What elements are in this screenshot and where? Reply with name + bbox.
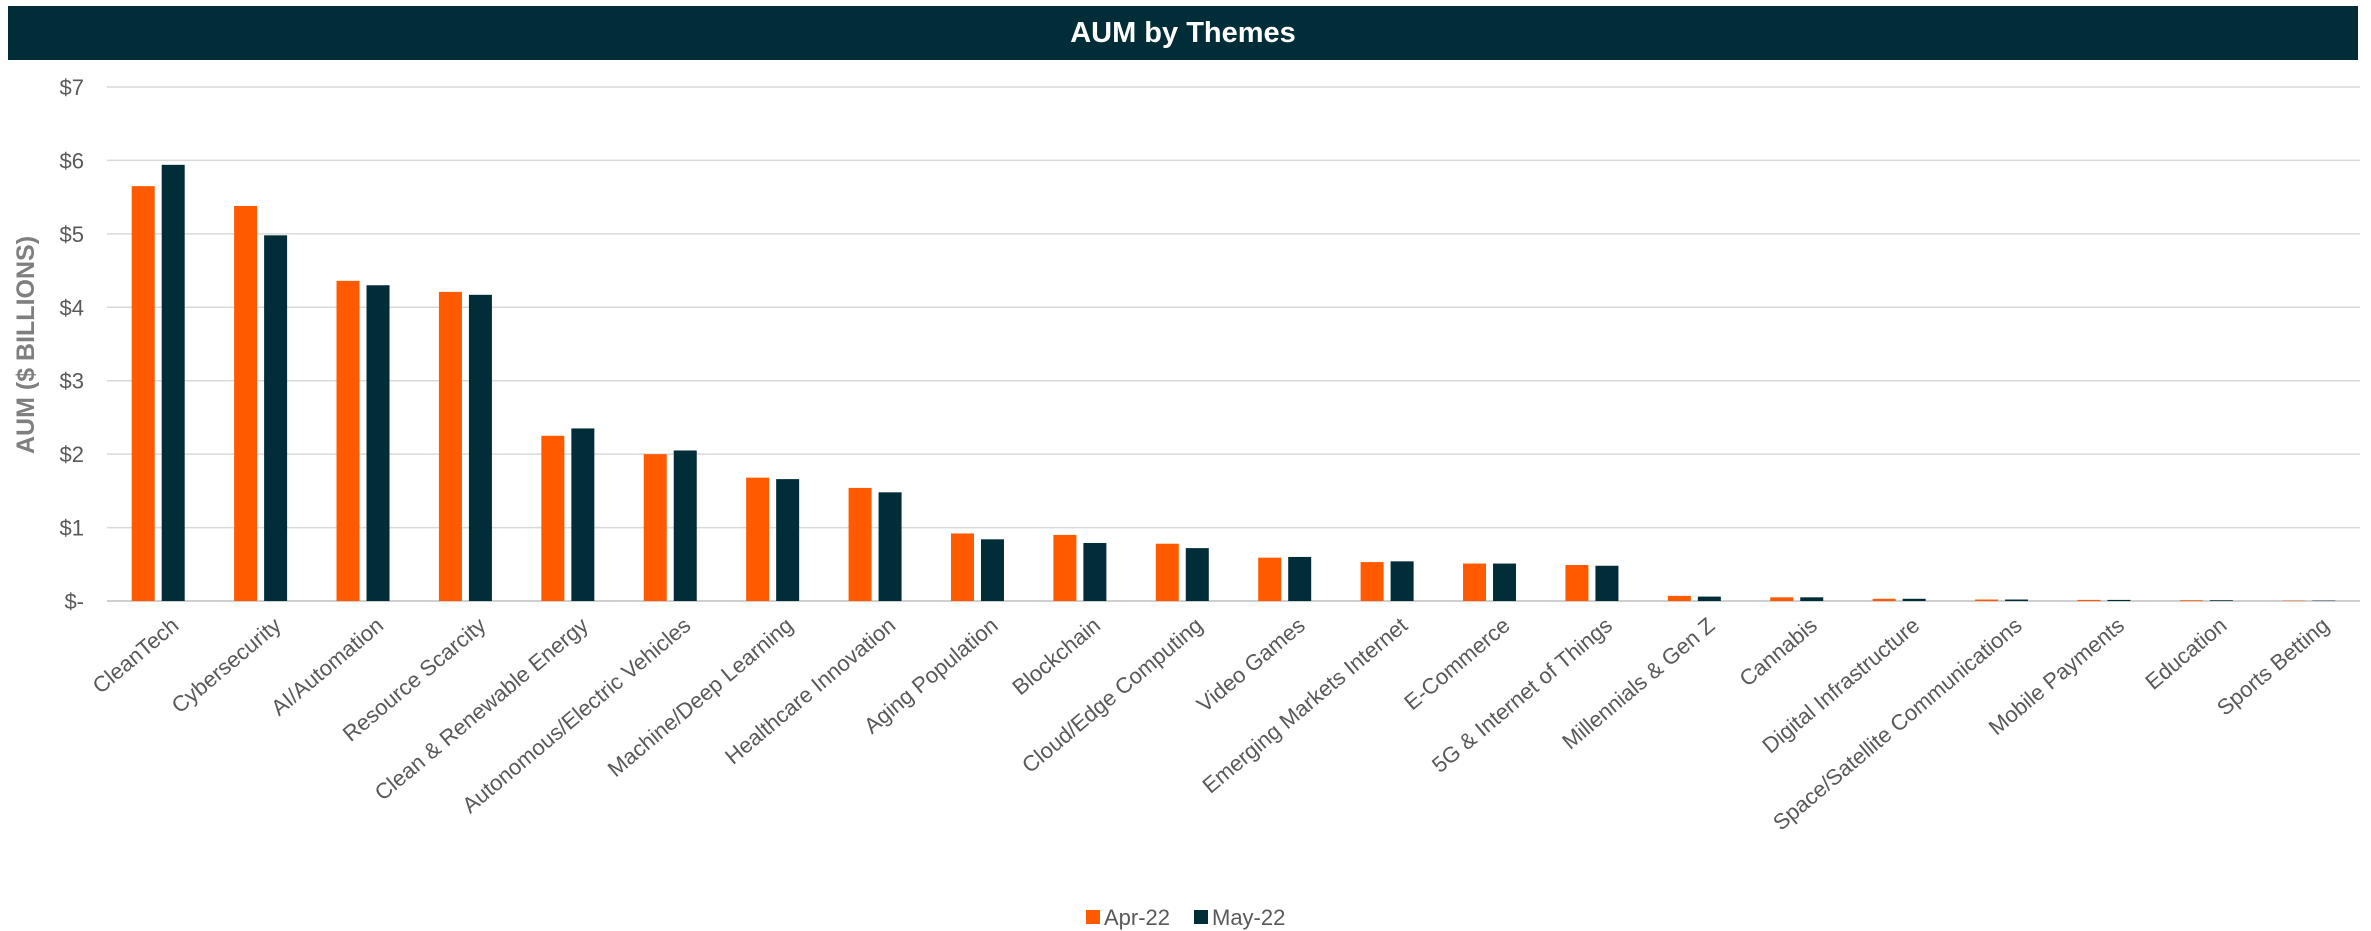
bar-may-22 [2107, 599, 2131, 601]
legend: Apr-22 May-22 [1086, 905, 1285, 930]
bar-may-22 [366, 285, 390, 601]
bar-apr-22 [1463, 563, 1487, 601]
bar-apr-22 [746, 477, 770, 601]
y-tick-label: $2 [60, 442, 84, 467]
bar-apr-22 [2179, 600, 2203, 601]
bar-apr-22 [1258, 557, 1282, 601]
bar-may-22 [264, 235, 288, 601]
bar-may-22 [571, 428, 595, 601]
bar-apr-22 [1155, 543, 1179, 601]
bar-may-22 [1390, 561, 1414, 601]
bar-may-22 [673, 450, 697, 601]
y-tick-label: $5 [60, 222, 84, 247]
bar-apr-22 [1565, 565, 1589, 601]
bar-may-22 [468, 294, 492, 601]
bar-apr-22 [234, 205, 258, 601]
bar-apr-22 [2077, 599, 2101, 601]
chart-title: AUM by Themes [8, 6, 2358, 60]
y-axis-ticks: $- $1 $2 $3 $4 $5 $6 $7 [60, 75, 84, 614]
bar-apr-22 [1667, 595, 1691, 601]
bar-may-22 [1595, 565, 1619, 601]
bar-may-22 [1697, 596, 1721, 601]
bar-may-22 [1493, 563, 1517, 601]
x-tick-label: Machine/Deep Learning [603, 612, 798, 781]
bar-may-22 [2209, 600, 2233, 601]
x-tick-label: Cannabis [1735, 612, 1822, 691]
bar-apr-22 [950, 533, 974, 601]
y-axis-label: AUM ($ BILLIONS) [12, 236, 40, 454]
x-tick-label: Healthcare Innovation [720, 612, 900, 769]
bar-apr-22 [1053, 534, 1077, 601]
legend-label: May-22 [1212, 905, 1285, 930]
bar-may-22 [776, 479, 800, 601]
bar-apr-22 [1975, 599, 1999, 601]
x-tick-label: Blockchain [1007, 612, 1105, 700]
bar-apr-22 [1872, 598, 1896, 601]
bar-may-22 [2005, 599, 2029, 601]
x-tick-label: Emerging Markets Internet [1198, 612, 1413, 798]
y-tick-label: $4 [60, 295, 84, 320]
x-tick-label: 5G & Internet of Things [1427, 612, 1617, 777]
bar-may-22 [1800, 597, 1824, 601]
bar-apr-22 [848, 487, 872, 601]
bar-apr-22 [1770, 597, 1794, 601]
y-tick-label: $3 [60, 369, 84, 394]
bar-may-22 [161, 164, 185, 601]
bar-apr-22 [131, 186, 155, 601]
y-tick-label: $7 [60, 75, 84, 100]
bar-apr-22 [541, 435, 565, 601]
bar-may-22 [1288, 556, 1312, 601]
x-tick-label: Sports Betting [2212, 612, 2334, 720]
bar-apr-22 [438, 291, 462, 601]
bar-apr-22 [643, 454, 667, 601]
x-tick-label: Education [2140, 612, 2231, 694]
bar-apr-22 [336, 280, 360, 601]
y-tick-label: $1 [60, 516, 84, 541]
legend-swatch [1086, 910, 1100, 924]
bars [131, 164, 2336, 601]
bar-apr-22 [1360, 562, 1384, 601]
bar-may-22 [1185, 548, 1209, 601]
y-tick-label: $- [64, 589, 84, 614]
x-tick-label: Cloud/Edge Computing [1017, 612, 1207, 777]
bar-may-22 [1083, 542, 1107, 601]
bar-may-22 [878, 492, 902, 601]
legend-label: Apr-22 [1104, 905, 1170, 930]
legend-swatch [1194, 910, 1208, 924]
x-tick-label: Clean & Renewable Energy [370, 612, 593, 805]
bar-may-22 [980, 539, 1004, 601]
y-tick-label: $6 [60, 148, 84, 173]
x-axis-ticks: CleanTechCybersecurityAI/AutomationResou… [88, 612, 2334, 835]
x-tick-label: CleanTech [88, 612, 184, 698]
bar-may-22 [1902, 598, 1926, 601]
